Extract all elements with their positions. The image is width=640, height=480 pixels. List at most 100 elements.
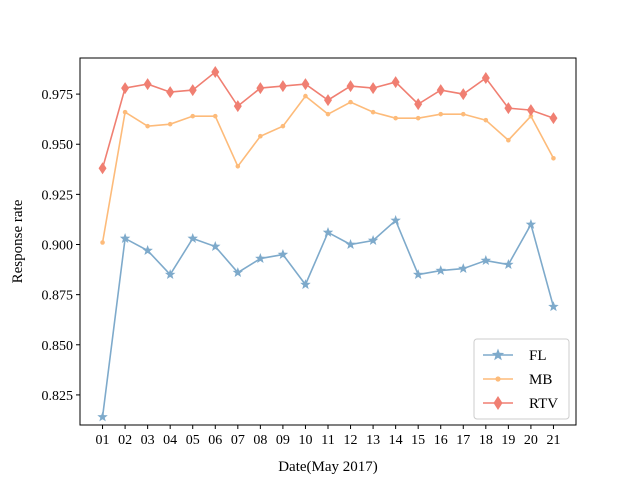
series-fl <box>97 214 559 422</box>
x-tick-label: 05 <box>186 433 200 448</box>
legend-marker-fl <box>491 348 505 361</box>
series-mb <box>100 93 556 245</box>
data-point-mb <box>167 121 173 127</box>
x-tick-label: 10 <box>298 433 312 448</box>
x-tick-label: 17 <box>456 433 470 448</box>
data-point-rtv <box>504 102 513 115</box>
data-point-mb <box>235 163 241 169</box>
legend-label-rtv: RTV <box>529 396 558 412</box>
data-point-rtv <box>121 82 130 95</box>
data-point-mb <box>145 123 150 129</box>
data-point-fl <box>142 245 153 255</box>
x-tick-label: 07 <box>231 433 245 448</box>
x-tick-label: 04 <box>163 433 177 448</box>
data-point-fl <box>322 226 334 237</box>
data-point-mb <box>100 240 105 245</box>
data-point-mb <box>415 115 421 121</box>
data-point-fl <box>412 269 424 280</box>
legend-label-fl: FL <box>529 348 547 364</box>
legend-marker-mb <box>495 376 501 382</box>
data-point-rtv <box>324 94 332 107</box>
data-point-fl <box>458 263 469 274</box>
x-tick-label: 18 <box>479 433 493 448</box>
data-point-mb <box>551 155 556 161</box>
data-point-rtv <box>278 80 287 93</box>
y-axis: 0.825 0.850 0.875 0.900 0.925 0.950 0.975 <box>42 88 80 404</box>
data-point-mb <box>528 113 534 119</box>
x-tick-label: 01 <box>96 433 110 448</box>
x-tick-label: 15 <box>411 433 425 448</box>
data-point-rtv <box>143 78 152 91</box>
x-tick-label: 03 <box>141 433 155 448</box>
y-axis-label: Response rate <box>10 199 26 283</box>
data-point-rtv <box>233 100 242 113</box>
x-axis-label: Date(May 2017) <box>278 459 378 475</box>
data-point-mb <box>325 111 331 117</box>
data-point-mb <box>460 111 466 117</box>
x-tick-label: 21 <box>546 433 560 448</box>
data-point-fl <box>210 241 221 251</box>
data-point-fl <box>187 232 198 243</box>
data-point-fl <box>232 267 244 278</box>
data-point-mb <box>506 137 511 143</box>
x-tick-label: 14 <box>389 433 403 448</box>
x-tick-label: 19 <box>501 433 515 448</box>
y-tick-label: 0.900 <box>42 239 74 254</box>
data-point-rtv <box>188 84 197 97</box>
data-point-rtv <box>301 78 310 91</box>
data-point-mb <box>438 111 444 117</box>
data-point-fl <box>525 218 537 229</box>
y-tick-label: 0.825 <box>42 389 74 404</box>
legend-item-rtv: RTV <box>483 396 558 412</box>
data-point-fl <box>277 249 289 259</box>
data-point-mb <box>122 109 128 115</box>
data-point-rtv <box>459 88 468 101</box>
data-point-rtv <box>211 66 220 79</box>
data-point-fl <box>503 259 514 270</box>
data-point-fl <box>480 255 492 265</box>
x-tick-label: 16 <box>434 433 448 448</box>
data-point-mb <box>370 109 376 115</box>
data-point-fl <box>345 239 356 249</box>
data-point-rtv <box>98 162 107 175</box>
data-point-rtv <box>481 72 490 85</box>
series-layer <box>97 66 559 422</box>
data-point-rtv <box>369 82 378 95</box>
data-point-fl <box>435 265 446 276</box>
x-tick-label: 12 <box>344 433 358 448</box>
series-rtv <box>98 66 558 175</box>
x-tick-label: 13 <box>366 433 380 448</box>
y-tick-label: 0.950 <box>42 138 74 153</box>
x-tick-label: 08 <box>253 433 267 448</box>
data-point-fl <box>164 269 176 280</box>
data-point-fl <box>119 232 131 243</box>
data-point-fl <box>97 411 108 422</box>
x-tick-label: 11 <box>321 433 334 448</box>
data-point-rtv <box>256 82 265 95</box>
data-point-fl <box>367 235 379 245</box>
y-tick-label: 0.850 <box>42 339 74 354</box>
data-point-rtv <box>436 84 445 97</box>
data-point-mb <box>348 99 353 105</box>
legend-item-mb: MB <box>483 372 552 388</box>
data-point-mb <box>258 133 263 139</box>
data-point-mb <box>212 113 218 119</box>
data-point-rtv <box>549 112 558 125</box>
data-point-fl <box>300 279 311 290</box>
x-tick-label: 09 <box>276 433 290 448</box>
legend-item-fl: FL <box>483 348 547 364</box>
y-tick-label: 0.925 <box>42 188 74 203</box>
x-axis: 01 02 03 04 05 06 07 08 09 10 11 12 13 14 15 16 17 18 19 20… <box>96 425 560 448</box>
data-point-mb <box>280 123 286 129</box>
x-tick-label: 02 <box>118 433 132 448</box>
data-point-mb <box>303 93 308 99</box>
legend-marker-rtv <box>493 396 503 410</box>
legend-label-mb: MB <box>529 372 552 388</box>
x-tick-label: 06 <box>208 433 222 448</box>
y-tick-label: 0.875 <box>42 289 74 304</box>
data-point-rtv <box>391 76 400 89</box>
data-point-rtv <box>166 86 175 99</box>
legend: FL MB RTV <box>473 338 570 420</box>
data-point-mb <box>393 115 398 121</box>
